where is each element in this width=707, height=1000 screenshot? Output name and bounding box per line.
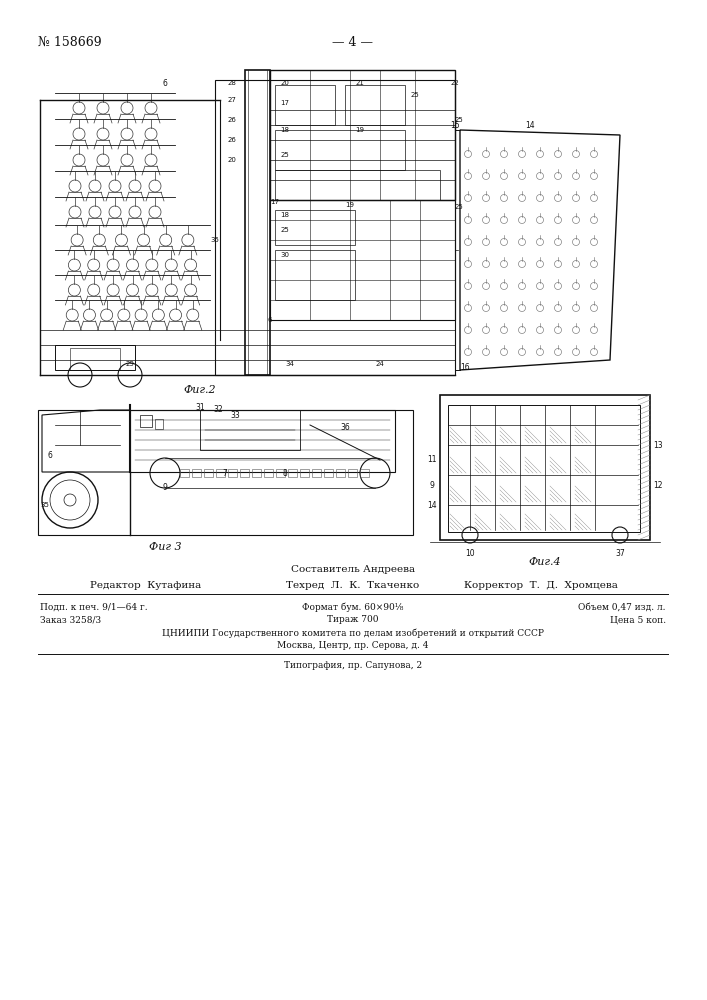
- Bar: [270, 200, 455, 320]
- Text: 27: 27: [228, 97, 236, 103]
- Text: Цена 5 коп.: Цена 5 коп.: [610, 615, 666, 624]
- Text: № 158669: № 158669: [38, 35, 102, 48]
- Text: 21: 21: [356, 80, 364, 86]
- Bar: [240, 469, 249, 477]
- Text: — 4 —: — 4 —: [332, 35, 373, 48]
- Bar: [70, 348, 120, 370]
- Bar: [215, 80, 455, 375]
- Text: Формат бум. 60×90¹⁄₈: Формат бум. 60×90¹⁄₈: [303, 602, 404, 612]
- Text: 36: 36: [340, 422, 350, 432]
- Bar: [200, 410, 300, 450]
- Text: Подп. к печ. 9/1—64 г.: Подп. к печ. 9/1—64 г.: [40, 602, 148, 611]
- Bar: [275, 210, 355, 245]
- Text: 26: 26: [228, 137, 236, 143]
- Text: 15: 15: [450, 120, 460, 129]
- Text: 24: 24: [375, 361, 385, 367]
- Bar: [140, 415, 152, 427]
- Text: 25: 25: [455, 117, 463, 123]
- Text: Фиг 3: Фиг 3: [148, 542, 181, 552]
- Text: 14: 14: [427, 500, 437, 510]
- Bar: [312, 469, 321, 477]
- Text: 12: 12: [653, 481, 662, 489]
- Bar: [440, 395, 650, 540]
- Text: 28: 28: [228, 80, 236, 86]
- Text: 31: 31: [195, 402, 205, 412]
- Text: Фиг.4: Фиг.4: [529, 557, 561, 567]
- Bar: [130, 410, 395, 472]
- Text: 25: 25: [411, 92, 419, 98]
- Text: Объем 0,47 изд. л.: Объем 0,47 изд. л.: [578, 602, 666, 611]
- Text: 20: 20: [228, 157, 236, 163]
- Text: 8: 8: [283, 468, 287, 478]
- Text: 17: 17: [281, 100, 289, 106]
- Text: Тираж 700: Тираж 700: [327, 615, 379, 624]
- Text: 10: 10: [465, 548, 475, 558]
- Text: Составитель Андреева: Составитель Андреева: [291, 566, 415, 574]
- Bar: [216, 469, 225, 477]
- Text: 29: 29: [126, 361, 134, 367]
- Bar: [348, 469, 357, 477]
- Bar: [324, 469, 333, 477]
- Text: Редактор  Кутафина: Редактор Кутафина: [90, 582, 201, 590]
- Text: 35: 35: [211, 237, 219, 243]
- Bar: [38, 410, 413, 535]
- Text: 6: 6: [47, 450, 52, 460]
- Bar: [264, 469, 273, 477]
- Text: Москва, Центр, пр. Серова, д. 4: Москва, Центр, пр. Серова, д. 4: [277, 642, 428, 650]
- Bar: [336, 469, 345, 477]
- Text: ЦНИИПИ Государственного комитета по делам изобретений и открытий СССР: ЦНИИПИ Государственного комитета по дела…: [162, 628, 544, 638]
- Bar: [275, 250, 355, 300]
- Text: Фиг.2: Фиг.2: [184, 385, 216, 395]
- Text: 25: 25: [281, 152, 289, 158]
- Text: 32: 32: [214, 406, 223, 414]
- Text: 16: 16: [460, 363, 470, 372]
- Text: Корректор  Т.  Д.  Хромцева: Корректор Т. Д. Хромцева: [464, 582, 618, 590]
- Bar: [252, 469, 261, 477]
- Text: Типография, пр. Сапунова, 2: Типография, пр. Сапунова, 2: [284, 662, 422, 670]
- Text: 18: 18: [281, 212, 289, 218]
- Bar: [275, 85, 335, 125]
- Text: 6: 6: [268, 317, 272, 323]
- Text: 25: 25: [455, 204, 463, 210]
- Text: 20: 20: [281, 80, 289, 86]
- Text: 33: 33: [230, 410, 240, 420]
- Text: 34: 34: [286, 361, 294, 367]
- Bar: [275, 170, 440, 200]
- Bar: [288, 469, 297, 477]
- Bar: [270, 70, 455, 200]
- Text: 25: 25: [281, 227, 289, 233]
- Text: 35: 35: [40, 502, 49, 508]
- Text: 26: 26: [228, 117, 236, 123]
- Bar: [192, 469, 201, 477]
- Text: 22: 22: [450, 80, 460, 86]
- Text: 14: 14: [525, 120, 534, 129]
- Text: 17: 17: [271, 199, 279, 205]
- Text: 18: 18: [281, 127, 289, 133]
- Text: 9: 9: [430, 481, 434, 489]
- Text: 19: 19: [356, 127, 365, 133]
- Bar: [204, 469, 213, 477]
- Bar: [245, 70, 270, 375]
- Bar: [155, 419, 163, 429]
- Bar: [276, 469, 285, 477]
- Bar: [228, 469, 237, 477]
- Bar: [275, 130, 405, 170]
- Bar: [345, 85, 405, 125]
- Text: 13: 13: [653, 440, 663, 450]
- Text: 37: 37: [615, 548, 625, 558]
- Bar: [300, 469, 309, 477]
- Bar: [448, 405, 640, 532]
- Text: 30: 30: [281, 252, 289, 258]
- Bar: [55, 345, 135, 370]
- Text: Техред  Л.  К.  Ткаченко: Техред Л. К. Ткаченко: [286, 582, 420, 590]
- Text: 6: 6: [163, 79, 168, 88]
- Text: 19: 19: [346, 202, 354, 208]
- Text: 7: 7: [223, 468, 228, 478]
- Text: 11: 11: [427, 456, 437, 464]
- Bar: [180, 469, 189, 477]
- Text: Заказ 3258/3: Заказ 3258/3: [40, 615, 101, 624]
- Bar: [360, 469, 369, 477]
- Text: 9: 9: [163, 484, 168, 492]
